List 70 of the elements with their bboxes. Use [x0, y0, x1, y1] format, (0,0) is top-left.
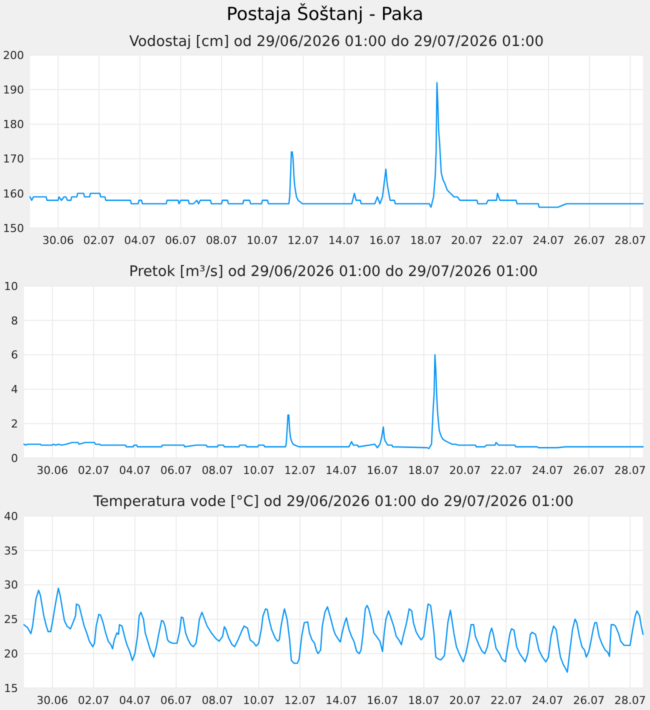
x-tick-label: 10.07	[242, 464, 274, 477]
x-tick-label: 30.06	[36, 694, 68, 707]
x-tick-label: 06.07	[164, 234, 196, 247]
x-tick-label: 04.07	[119, 694, 151, 707]
x-tick-label: 24.07	[532, 234, 564, 247]
x-tick-label: 20.07	[451, 234, 483, 247]
x-tick-label: 30.06	[36, 464, 68, 477]
x-tick-label: 04.07	[119, 464, 151, 477]
y-tick-label: 160	[3, 187, 24, 200]
x-tick-label: 02.07	[83, 234, 115, 247]
x-tick-label: 26.07	[573, 694, 605, 707]
x-tick-label: 08.07	[202, 464, 234, 477]
y-tick-label: 25	[4, 613, 18, 626]
x-tick-label: 26.07	[574, 234, 606, 247]
x-tick-label: 14.07	[328, 234, 360, 247]
x-tick-label: 08.07	[202, 694, 234, 707]
line-series	[23, 588, 644, 673]
x-tick-label: 12.07	[288, 234, 320, 247]
x-tick-label: 24.07	[532, 694, 564, 707]
x-tick-label: 18.07	[408, 694, 440, 707]
y-tick-label: 30	[4, 578, 18, 592]
y-tick-label: 35	[4, 544, 18, 558]
x-tick-label: 28.07	[614, 694, 646, 707]
x-tick-label: 26.07	[573, 464, 605, 477]
chart-subtitle: Vodostaj [cm] od 29/06/2026 01:00 do 29/07/2026 01:00	[129, 34, 544, 50]
x-tick-label: 20.07	[449, 694, 481, 707]
x-tick-label: 14.07	[325, 694, 357, 707]
y-tick-label: 6	[11, 348, 18, 362]
chart-title: Temperatura vode [°C] od 29/06/2026 01:00 do 29/07/2026 01:00	[92, 494, 574, 510]
y-tick-label: 10	[4, 280, 18, 293]
x-tick-label: 18.07	[410, 234, 442, 247]
y-tick-label: 190	[3, 83, 24, 96]
line-series	[29, 82, 644, 208]
x-tick-label: 08.07	[206, 234, 238, 247]
y-tick-label: 0	[11, 452, 18, 465]
y-tick-label: 20	[4, 647, 18, 660]
x-tick-label: 06.07	[160, 694, 192, 707]
chart-title: Pretok [m³/s] od 29/06/2026 01:00 do 29/07/2026 01:00	[129, 264, 538, 280]
x-tick-label: 12.07	[284, 464, 316, 477]
y-tick-label: 15	[4, 682, 18, 695]
x-tick-label: 02.07	[78, 464, 110, 477]
x-tick-label: 18.07	[408, 464, 440, 477]
x-tick-label: 10.07	[246, 234, 278, 247]
y-tick-label: 4	[11, 383, 18, 396]
x-tick-label: 14.07	[325, 464, 357, 477]
x-tick-label: 10.07	[242, 694, 274, 707]
x-tick-label: 02.07	[78, 694, 110, 707]
x-tick-label: 22.07	[490, 694, 522, 707]
y-tick-label: 170	[3, 152, 24, 166]
x-tick-label: 20.07	[449, 464, 481, 477]
x-tick-label: 28.07	[614, 464, 646, 477]
line-series	[23, 354, 644, 450]
y-tick-label: 200	[3, 48, 24, 62]
x-tick-label: 16.07	[369, 234, 401, 247]
y-tick-label: 40	[4, 510, 18, 523]
chart-title: Postaja Šoštanj - Paka	[226, 3, 424, 25]
y-tick-label: 8	[11, 314, 18, 328]
x-tick-label: 22.07	[492, 234, 524, 247]
x-tick-label: 28.07	[614, 234, 646, 247]
x-tick-label: 22.07	[490, 464, 522, 477]
x-tick-label: 12.07	[284, 694, 316, 707]
x-tick-label: 06.07	[160, 464, 192, 477]
y-tick-label: 2	[11, 417, 18, 430]
x-tick-label: 24.07	[532, 464, 564, 477]
x-tick-label: 30.06	[42, 234, 74, 247]
y-tick-label: 180	[3, 118, 24, 132]
x-tick-label: 16.07	[366, 694, 398, 707]
x-tick-label: 16.07	[366, 464, 398, 477]
y-tick-label: 150	[3, 222, 24, 235]
x-tick-label: 04.07	[124, 234, 156, 247]
